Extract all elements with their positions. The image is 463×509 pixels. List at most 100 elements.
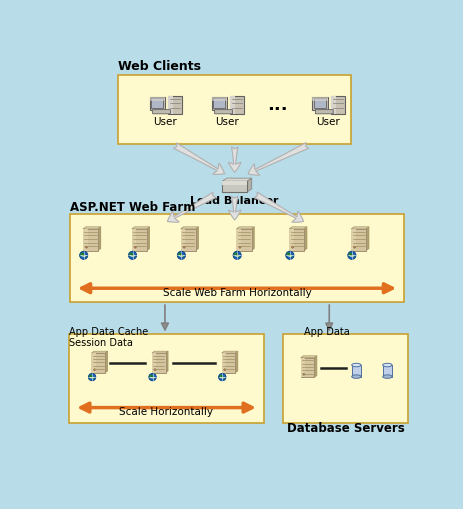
Circle shape bbox=[348, 252, 352, 257]
Bar bbox=[151, 353, 156, 373]
FancyBboxPatch shape bbox=[152, 109, 170, 114]
FancyBboxPatch shape bbox=[118, 75, 350, 144]
FancyBboxPatch shape bbox=[149, 97, 164, 110]
Text: Scale Horizontally: Scale Horizontally bbox=[119, 407, 213, 417]
Circle shape bbox=[80, 251, 88, 260]
Text: Scale Web Farm Horizontally: Scale Web Farm Horizontally bbox=[163, 288, 311, 298]
Polygon shape bbox=[314, 356, 316, 377]
Ellipse shape bbox=[351, 363, 360, 367]
Circle shape bbox=[149, 375, 153, 378]
Polygon shape bbox=[98, 227, 100, 250]
Circle shape bbox=[289, 254, 292, 258]
Bar bbox=[350, 229, 355, 250]
Circle shape bbox=[92, 377, 94, 379]
Bar bbox=[222, 181, 247, 192]
Circle shape bbox=[347, 251, 355, 260]
FancyBboxPatch shape bbox=[282, 334, 407, 423]
Polygon shape bbox=[236, 227, 254, 229]
Bar bbox=[222, 181, 247, 185]
Circle shape bbox=[85, 246, 88, 248]
Circle shape bbox=[286, 252, 290, 257]
Circle shape bbox=[353, 246, 355, 248]
Circle shape bbox=[238, 246, 240, 248]
Circle shape bbox=[351, 254, 354, 258]
Polygon shape bbox=[165, 351, 168, 373]
Polygon shape bbox=[235, 351, 238, 373]
Circle shape bbox=[177, 251, 185, 260]
FancyBboxPatch shape bbox=[211, 97, 226, 101]
Text: User: User bbox=[153, 117, 176, 127]
FancyBboxPatch shape bbox=[214, 109, 232, 114]
Circle shape bbox=[134, 246, 136, 248]
FancyBboxPatch shape bbox=[211, 97, 226, 110]
Text: ASP.NET Web Farm: ASP.NET Web Farm bbox=[69, 201, 194, 214]
Circle shape bbox=[218, 374, 225, 381]
Circle shape bbox=[222, 377, 224, 379]
Bar bbox=[168, 96, 173, 115]
Polygon shape bbox=[195, 227, 198, 250]
FancyBboxPatch shape bbox=[69, 214, 404, 302]
Text: Load Balancer: Load Balancer bbox=[190, 195, 278, 206]
Circle shape bbox=[291, 246, 293, 248]
Polygon shape bbox=[221, 351, 238, 353]
Bar bbox=[300, 358, 314, 377]
FancyBboxPatch shape bbox=[312, 97, 327, 110]
Bar bbox=[83, 229, 88, 250]
Bar bbox=[236, 229, 240, 250]
FancyBboxPatch shape bbox=[168, 96, 181, 115]
Text: App Data: App Data bbox=[304, 327, 350, 337]
Polygon shape bbox=[247, 178, 251, 192]
Bar bbox=[331, 96, 335, 115]
Bar bbox=[91, 353, 105, 373]
Ellipse shape bbox=[382, 363, 391, 367]
Text: User: User bbox=[315, 117, 339, 127]
FancyBboxPatch shape bbox=[230, 96, 244, 115]
Polygon shape bbox=[91, 351, 107, 353]
Circle shape bbox=[223, 369, 225, 371]
Bar bbox=[350, 229, 365, 250]
Circle shape bbox=[181, 254, 184, 258]
Circle shape bbox=[132, 254, 135, 258]
Bar bbox=[236, 229, 251, 250]
Circle shape bbox=[154, 369, 156, 371]
Bar bbox=[151, 98, 163, 108]
Circle shape bbox=[80, 252, 84, 257]
Circle shape bbox=[94, 369, 95, 371]
Bar bbox=[230, 96, 235, 115]
Polygon shape bbox=[365, 227, 368, 250]
Bar bbox=[180, 229, 185, 250]
Polygon shape bbox=[83, 227, 100, 229]
Circle shape bbox=[129, 252, 133, 257]
Circle shape bbox=[128, 251, 136, 260]
Bar bbox=[83, 229, 98, 250]
Bar bbox=[351, 365, 360, 377]
Polygon shape bbox=[304, 227, 306, 250]
Polygon shape bbox=[151, 351, 168, 353]
Circle shape bbox=[285, 251, 294, 260]
Bar bbox=[300, 358, 304, 377]
FancyBboxPatch shape bbox=[149, 97, 164, 101]
Text: App Data Cache
Session Data: App Data Cache Session Data bbox=[69, 327, 148, 348]
Circle shape bbox=[302, 374, 304, 375]
Bar bbox=[151, 353, 165, 373]
Circle shape bbox=[178, 252, 181, 257]
Circle shape bbox=[83, 254, 86, 258]
Ellipse shape bbox=[351, 375, 360, 378]
Polygon shape bbox=[180, 227, 198, 229]
FancyBboxPatch shape bbox=[315, 109, 332, 114]
Text: Web Clients: Web Clients bbox=[118, 60, 201, 73]
Circle shape bbox=[152, 377, 155, 379]
Circle shape bbox=[233, 252, 238, 257]
Bar bbox=[213, 98, 225, 108]
FancyBboxPatch shape bbox=[312, 97, 327, 101]
Text: Database Servers: Database Servers bbox=[286, 422, 404, 435]
Polygon shape bbox=[288, 227, 306, 229]
Text: User: User bbox=[215, 117, 238, 127]
Ellipse shape bbox=[382, 375, 391, 378]
Circle shape bbox=[183, 246, 185, 248]
Circle shape bbox=[149, 374, 156, 381]
Circle shape bbox=[237, 254, 239, 258]
Polygon shape bbox=[105, 351, 107, 373]
Bar bbox=[382, 365, 391, 377]
FancyBboxPatch shape bbox=[331, 96, 344, 115]
